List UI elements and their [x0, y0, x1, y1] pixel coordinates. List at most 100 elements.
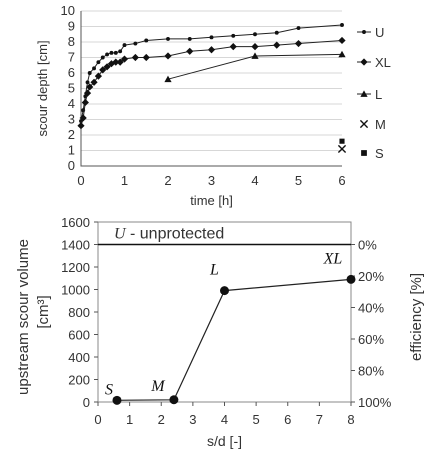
data-point-XL — [83, 89, 92, 97]
point-label-L: L — [209, 262, 219, 279]
y-tick-label: 400 — [68, 350, 90, 365]
y2-axis-title: efficiency [%] — [408, 273, 425, 361]
y-tick-label: 600 — [68, 328, 90, 343]
y-tick-label: 1 — [68, 143, 75, 158]
legend-label-S: S — [375, 146, 384, 161]
x-tick-label: 6 — [338, 173, 345, 188]
legend-marker-XL — [360, 58, 368, 66]
y2-tick-label: 60% — [358, 332, 384, 347]
data-point-U — [133, 41, 138, 46]
y-tick-label: 9 — [68, 19, 75, 34]
data-point-XL — [77, 122, 85, 130]
data-point-XL — [90, 78, 98, 86]
y2-tick-label: 20% — [358, 269, 384, 284]
point-label-XL: XL — [323, 250, 343, 267]
y-tick-label: 10 — [61, 3, 75, 18]
legend-marker-M — [359, 119, 369, 129]
data-point-XL — [99, 66, 107, 74]
y-tick-label: 1600 — [61, 215, 90, 230]
reference-line-label-u: U — [114, 226, 127, 243]
x-axis-title: s/d [-] — [207, 433, 242, 449]
x-tick-label: 6 — [284, 412, 291, 427]
data-point-U — [87, 71, 92, 75]
legend-marker-U — [362, 30, 366, 34]
data-point-U — [340, 23, 344, 27]
data-point-U — [85, 80, 90, 85]
data-point-U — [296, 26, 301, 30]
data-point-XL — [229, 43, 237, 51]
y2-tick-label: 100% — [358, 395, 392, 410]
data-point-XL — [79, 114, 87, 122]
data-point-XL — [131, 53, 139, 62]
data-point-XL — [81, 98, 89, 107]
y-tick-label: 1400 — [61, 238, 90, 253]
data-point-U — [253, 32, 257, 37]
data-point-XL — [120, 55, 129, 63]
reference-line-label: U - unprotected — [114, 226, 224, 243]
data-point-XL — [86, 83, 94, 91]
data-point-U — [113, 50, 118, 55]
data-point-XL — [142, 53, 150, 62]
legend-label-M: M — [375, 117, 386, 132]
data-point-XL — [273, 41, 281, 49]
data-point-U — [122, 43, 127, 48]
volume-series-line — [116, 278, 352, 401]
volume-data-point — [169, 395, 179, 405]
data-point-U — [231, 33, 236, 38]
legend-label-XL: XL — [375, 55, 391, 70]
y-tick-label: 200 — [68, 373, 90, 388]
data-point-U — [209, 35, 214, 40]
data-point-U — [96, 60, 101, 65]
data-point-U — [274, 30, 279, 35]
data-point-U — [109, 50, 114, 55]
y-tick-label: 5 — [68, 81, 75, 96]
data-point-U — [92, 66, 97, 71]
x-tick-label: 5 — [295, 173, 302, 188]
point-label-S: S — [105, 381, 113, 398]
x-tick-label: 7 — [316, 412, 323, 427]
y-tick-label: 2 — [68, 127, 75, 142]
data-point-S — [339, 138, 345, 144]
data-point-XL — [294, 39, 303, 48]
y-axis-title: scour depth [cm] — [35, 40, 50, 136]
x-tick-label: 1 — [126, 412, 133, 427]
x-tick-label: 2 — [164, 173, 171, 188]
x-tick-label: 5 — [253, 412, 260, 427]
data-point-XL — [338, 36, 346, 45]
y-tick-label: 3 — [68, 112, 75, 127]
reference-line-label-rest: - unprotected — [126, 226, 225, 243]
data-point-U — [187, 36, 192, 41]
data-point-XL — [103, 63, 111, 71]
y-tick-label: 4 — [68, 96, 75, 111]
x-axis-title: time [h] — [190, 193, 233, 208]
volume-data-point — [346, 274, 356, 284]
volume-data-point — [220, 286, 229, 296]
legend-marker-S — [361, 150, 367, 156]
axes-frame — [80, 11, 342, 167]
legend-marker-L — [360, 90, 368, 97]
y-tick-label: 8 — [68, 34, 75, 49]
y2-tick-label: 0% — [358, 238, 377, 253]
x-tick-label: 0 — [94, 412, 101, 427]
data-point-L — [164, 75, 172, 83]
y-tick-label: 1200 — [61, 260, 90, 275]
data-point-XL — [94, 72, 102, 80]
y-tick-label: 7 — [68, 50, 75, 65]
data-point-U — [100, 55, 105, 60]
y-tick-label: 6 — [68, 65, 75, 80]
x-tick-label: 4 — [251, 173, 258, 188]
x-tick-label: 4 — [221, 412, 228, 427]
data-point-L — [338, 50, 346, 58]
data-point-XL — [207, 46, 216, 54]
volume-data-point — [112, 395, 122, 405]
y-axis-title: upstream scour volume — [15, 239, 32, 395]
data-point-XL — [186, 47, 194, 55]
data-point-M — [337, 144, 347, 154]
data-point-U — [144, 38, 149, 43]
legend-label-L: L — [375, 87, 382, 102]
data-point-XL — [116, 58, 124, 66]
y-tick-label: 800 — [68, 305, 90, 320]
x-tick-label: 2 — [158, 412, 165, 427]
